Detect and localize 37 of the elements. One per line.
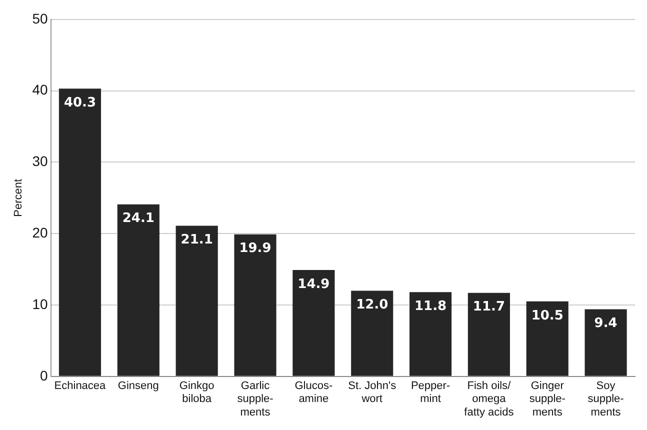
data-label: 14.9	[298, 276, 330, 292]
data-label: 21.1	[180, 232, 213, 248]
data-label: 9.4	[594, 316, 618, 332]
data-label: 40.3	[64, 96, 96, 111]
x-tick-label: Glucos- amine	[294, 380, 333, 406]
y-tick-label: 30	[32, 153, 48, 170]
x-tick-label: St. John's wort	[348, 380, 397, 406]
bar	[526, 301, 568, 376]
data-label: 24.1	[122, 211, 154, 226]
bar	[234, 234, 276, 376]
y-tick-label: 0	[40, 367, 48, 384]
x-tick-label: Ginseng	[118, 380, 159, 392]
bar	[584, 309, 627, 376]
data-label: 19.9	[239, 241, 272, 256]
y-tick-label: 50	[32, 10, 48, 26]
bar	[468, 292, 510, 376]
data-label: 12.0	[356, 298, 388, 313]
y-tick-label: 40	[32, 82, 48, 98]
x-tick-label: Ginger supple- ments	[529, 380, 566, 418]
y-axis-title: Percent	[12, 178, 25, 217]
data-label: 10.5	[531, 308, 564, 324]
x-tick-label: Fish oils/ omega fatty acids	[464, 380, 514, 418]
y-tick-label: 20	[32, 224, 48, 240]
bar	[176, 226, 218, 376]
bar	[117, 204, 160, 376]
bar	[351, 290, 394, 376]
y-tick-label: 10	[32, 296, 48, 312]
x-tick-label: Soy supple- ments	[588, 380, 624, 418]
x-tick-label: Ginkgo biloba	[179, 380, 214, 406]
bar	[409, 292, 452, 376]
x-tick-label: Echinacea	[54, 380, 107, 392]
data-label: 11.8	[414, 299, 447, 314]
bar	[58, 88, 102, 376]
x-tick-label: Garlic supple- ments	[237, 380, 274, 418]
x-tick-label: Pepper- mint	[410, 380, 450, 406]
bar	[292, 270, 335, 376]
data-label: 11.7	[472, 300, 505, 315]
